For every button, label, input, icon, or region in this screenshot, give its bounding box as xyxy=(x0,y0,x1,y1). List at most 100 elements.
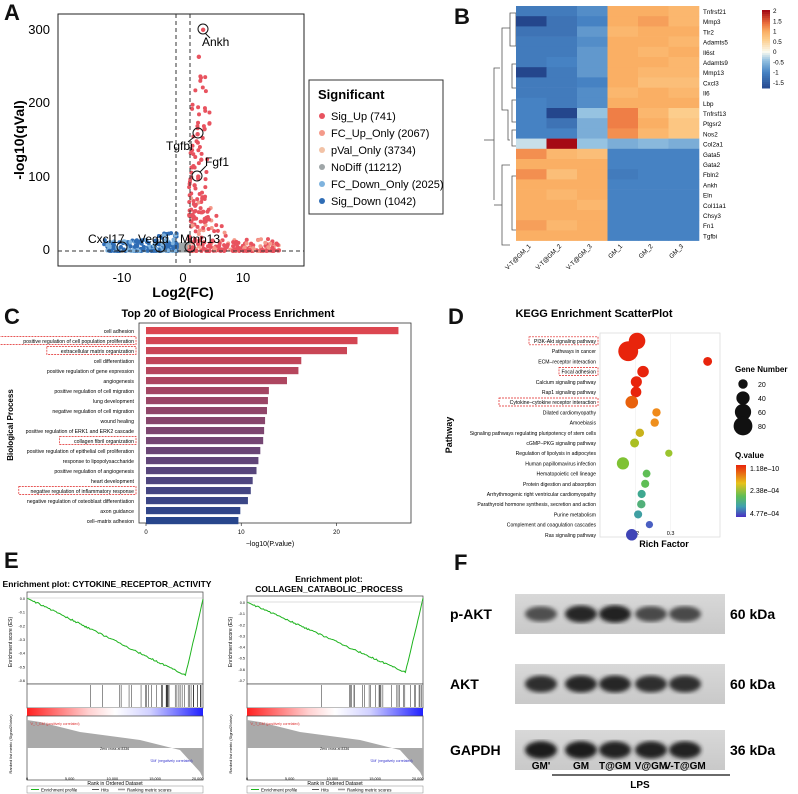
gsea-xtick: 5,000 xyxy=(285,777,295,781)
gene-label-mmp13: Mmp13 xyxy=(180,232,220,246)
heatmap-row-label: Lbp xyxy=(703,101,714,108)
bar-xtick-label: 0 xyxy=(144,530,148,536)
size-legend-dot xyxy=(734,403,752,421)
volcano-point-up xyxy=(203,185,208,190)
volcano-point-down xyxy=(118,245,123,250)
q-value-colorbar xyxy=(736,465,746,517)
volcano-xtick: 10 xyxy=(236,270,250,285)
gsea1-metric-area xyxy=(27,720,203,778)
bp-enrichment-chart: Top 20 of Biological Process Enrichment … xyxy=(0,308,412,548)
colorscale-step xyxy=(762,15,770,19)
volcano-point-up xyxy=(194,248,199,253)
bar xyxy=(146,347,348,355)
heatmap-cell xyxy=(638,159,669,170)
kegg-pathway-label: Protein digestion and absorption xyxy=(523,482,596,488)
heatmap-cell xyxy=(638,67,669,78)
gene-label-vegfd: Vegfd xyxy=(138,232,169,246)
volcano-point-up xyxy=(197,238,202,243)
bar-category-label: negative regulation of inflammatory resp… xyxy=(30,489,134,495)
gsea2-title-1: Enrichment plot: xyxy=(295,574,363,584)
bar-category-label: cell adhesion xyxy=(104,329,134,335)
volcano-point-down xyxy=(138,239,143,244)
volcano-point-down xyxy=(141,246,146,251)
heatmap-cell xyxy=(546,118,578,129)
volcano-point-up xyxy=(188,177,193,182)
bar xyxy=(146,367,299,375)
heatmap-cell xyxy=(516,220,547,231)
heatmap-cell xyxy=(668,97,700,109)
heatmap-cell xyxy=(607,77,639,88)
heatmap-row-label: Ankh xyxy=(703,182,718,189)
bar-category-label: collagen fibril organization xyxy=(74,439,134,445)
gsea1-zero-cross: Zero cross at 8336 xyxy=(100,747,129,751)
gsea-ytick: -0.5 xyxy=(238,657,245,661)
heatmap-cell xyxy=(546,46,578,58)
heatmap-cell xyxy=(516,199,547,211)
volcano-ytick: 200 xyxy=(28,95,50,110)
highlight-box xyxy=(498,397,599,407)
gsea1-pos-label: 'V_T_GM' (positively correlated) xyxy=(30,722,80,726)
colorscale-step xyxy=(762,39,770,42)
heatmap-cell xyxy=(638,97,669,109)
highlight-box xyxy=(528,336,599,346)
heatmap-cell xyxy=(668,199,700,211)
colorscale-step xyxy=(762,82,770,85)
q-legend-tick: 4.77e–04 xyxy=(750,511,779,518)
heatmap-column-label: GM_2 xyxy=(638,243,655,260)
heatmap-cell xyxy=(577,46,608,58)
gsea2-legend-metric: Ranking metric scores xyxy=(347,788,392,793)
volcano-point-up xyxy=(205,157,210,162)
bar-category-label: response to lipopolysaccharide xyxy=(63,459,134,465)
bar-category-label: cell differentiation xyxy=(94,359,134,365)
heatmap-cell xyxy=(638,179,669,190)
bar xyxy=(146,487,251,495)
bar-category-label: angiogenesis xyxy=(103,379,134,385)
kegg-point xyxy=(635,428,645,437)
gsea-xtick: 15,000 xyxy=(149,777,161,781)
heatmap-colorscale: 2 1.5 1 0.5 0 -0.5 -1 -1.5 xyxy=(762,8,784,89)
enrichment-curve xyxy=(246,598,424,674)
blot-band xyxy=(669,606,701,622)
heatmap-cell xyxy=(638,57,669,68)
volcano-point-down xyxy=(153,238,158,243)
kegg-pathway-label: cGMP–PKG signaling pathway xyxy=(526,441,596,447)
volcano-xtick: -10 xyxy=(113,270,132,285)
heatmap-column-label: V-T@GM_1 xyxy=(504,243,533,272)
colorscale-step xyxy=(762,37,770,40)
volcano-point-up xyxy=(187,234,192,239)
gsea2-ylabel-es: Enrichment score (ES) xyxy=(228,617,234,668)
kegg-pathway-label: Calcium signaling pathway xyxy=(536,380,597,386)
heatmap-row-label: Adamts9 xyxy=(703,60,728,67)
kegg-pathway-label: Arrhythmogenic right ventricular cardiom… xyxy=(487,492,597,498)
heatmap-cell xyxy=(668,46,700,58)
volcano-point-up xyxy=(198,74,203,79)
legend-label: Sig_Down (1042) xyxy=(331,196,416,208)
bar xyxy=(146,507,241,515)
gsea-ytick: -0.2 xyxy=(18,624,25,628)
heatmap-cell xyxy=(577,118,608,129)
gsea-panel: Enrichment plot: CYTOKINE_RECEPTOR_ACTIV… xyxy=(0,572,440,794)
heatmap-row-label: Col2a1 xyxy=(703,142,723,149)
colorscale-step xyxy=(762,70,770,73)
volcano-point-up xyxy=(199,157,204,162)
volcano-point-up xyxy=(247,248,252,253)
colorscale-step xyxy=(762,86,770,89)
heatmap-cell xyxy=(638,26,669,37)
heatmap-cell xyxy=(516,159,547,170)
volcano-xtick: 0 xyxy=(179,270,186,285)
kegg-pathway-label: Ras signaling pathway xyxy=(545,533,596,539)
kegg-point xyxy=(645,520,654,529)
blot-band xyxy=(599,605,631,623)
heatmap-cell xyxy=(638,189,669,201)
gsea2-legend-hits: Hits xyxy=(321,788,329,793)
q-legend-tick: 1.18e–10 xyxy=(750,466,779,473)
volcano-point-up xyxy=(219,247,224,252)
volcano-point-up xyxy=(187,185,192,190)
heatmap-cell xyxy=(668,159,700,170)
colorscale-tick: -1 xyxy=(773,70,779,77)
heatmap-row-label: Col11a1 xyxy=(703,203,726,210)
blot-protein-label: GAPDH xyxy=(450,742,501,758)
colorscale-step xyxy=(762,11,770,15)
blot-band xyxy=(599,741,631,759)
volcano-point-up xyxy=(201,124,206,129)
